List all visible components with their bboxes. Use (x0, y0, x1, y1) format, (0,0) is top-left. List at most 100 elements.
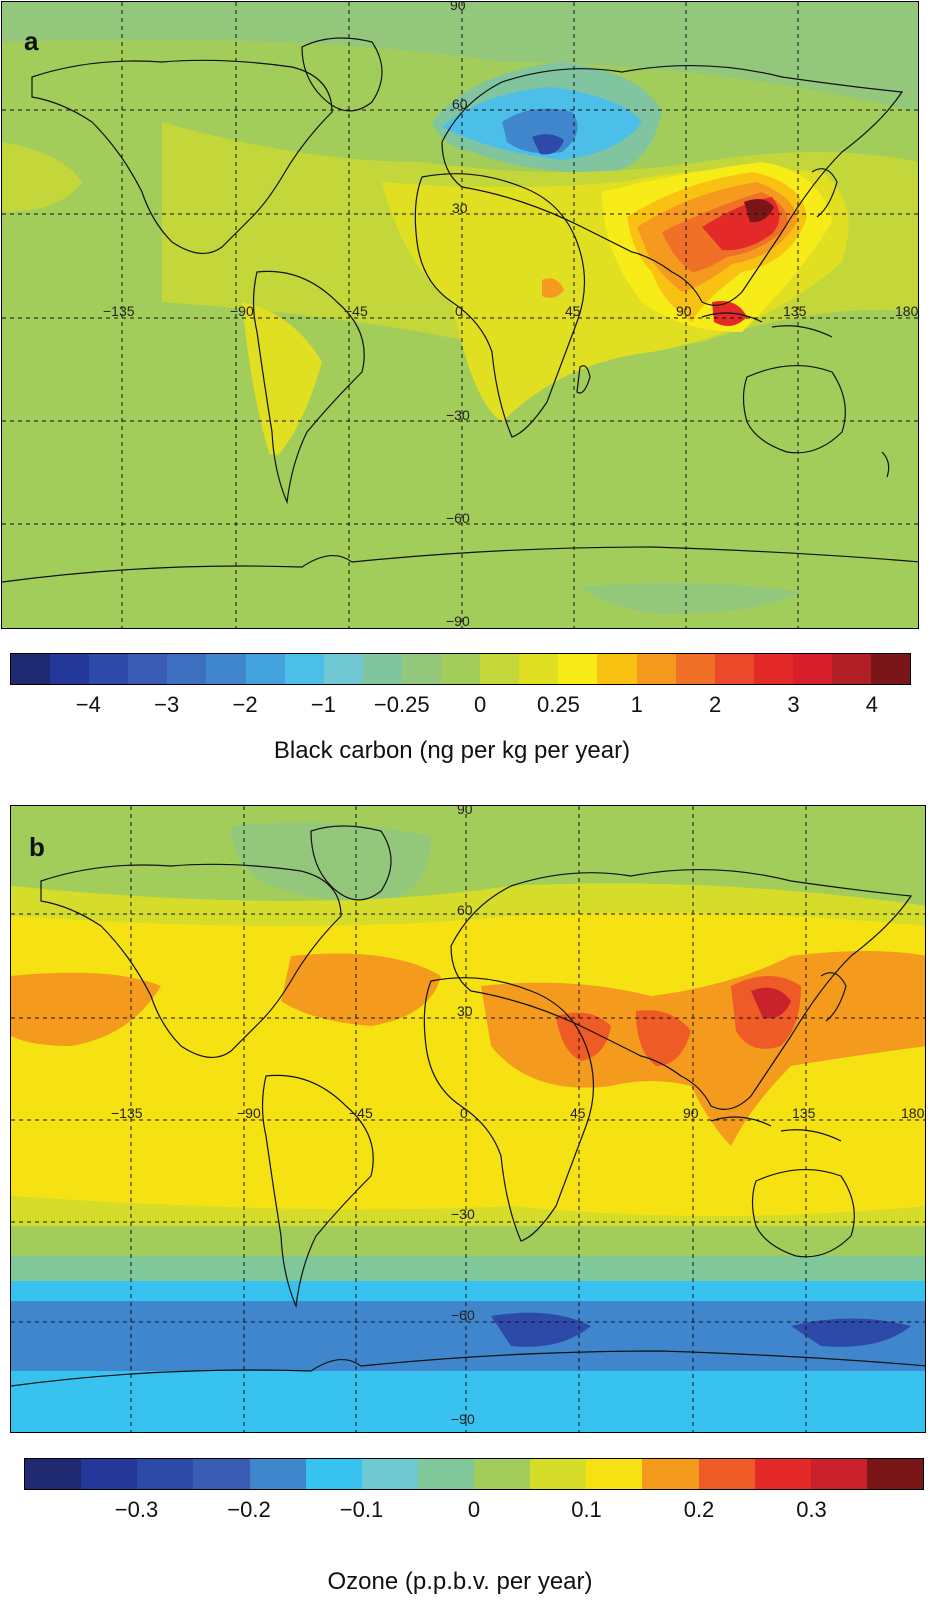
panel-letter-b: b (29, 832, 45, 862)
graticule (11, 806, 925, 1432)
lon-label-45: 45 (565, 303, 581, 319)
panel-letter-a: a (24, 26, 39, 56)
colorbar-tick-label: −1 (310, 692, 336, 717)
colorbar-swatch (81, 1459, 138, 1489)
black-carbon-colorbar (10, 653, 911, 685)
coastlines (11, 825, 925, 1387)
contour-china-darkred (751, 987, 791, 1019)
colorbar-swatch (480, 654, 520, 684)
lat-label-30: 30 (452, 200, 468, 216)
colorbar-swatch (50, 654, 90, 684)
coastlines (2, 37, 918, 583)
contour-south-america-yellow (242, 302, 322, 462)
colorbar-swatch (810, 1459, 867, 1489)
colorbar-tick-label: −0.25 (373, 692, 430, 717)
colorbar-swatch (871, 654, 911, 684)
lon-label-135: 135 (792, 1105, 816, 1121)
lat-label-60: 60 (452, 96, 468, 112)
lat-label-minus60: −60 (446, 510, 470, 526)
colorbar-swatch (128, 654, 168, 684)
colorbar-tick-label: 0.1 (571, 1497, 602, 1522)
lon-label-45: 45 (570, 1105, 586, 1121)
colorbar-tick-label: 4 (865, 692, 878, 717)
contour-pacific-yellowgreen (2, 142, 82, 212)
colorbar-swatch (167, 654, 207, 684)
lon-label-minus90: −90 (237, 1105, 261, 1121)
contour-southern-ocean (2, 432, 918, 628)
contour-africa-orange-spot (542, 278, 564, 298)
colorbar-swatch (362, 654, 402, 684)
contour-atlantic-orange (281, 953, 441, 1026)
contour-india-red (636, 1010, 691, 1066)
colorbar-swatch (25, 1459, 82, 1489)
colorbar-tick-label: 3 (787, 692, 800, 717)
lat-label-minus90: −90 (446, 613, 470, 629)
colorbar-swatch (323, 654, 363, 684)
lat-label-90: 90 (457, 806, 473, 817)
colorbar-tick-label: −0.1 (339, 1497, 384, 1522)
colorbar-swatch (401, 654, 442, 684)
colorbar-tick-label: −4 (75, 692, 101, 717)
contour-southern-blue (11, 1301, 925, 1376)
contour-arctic (2, 2, 918, 112)
colorbar-swatch (474, 1459, 531, 1489)
colorbar-swatch (698, 1459, 755, 1489)
contour-greenland-teal (231, 822, 431, 902)
colorbar-swatch (137, 1459, 194, 1489)
lon-label-180: 180 (901, 1105, 925, 1121)
colorbar-swatch (586, 1459, 643, 1489)
ozone-map-plot: 90 60 30 −30 −60 −90 −135 −90 −45 0 45 9… (11, 806, 925, 1432)
colorbar-swatch (441, 654, 481, 684)
lat-label-minus30: −30 (451, 1206, 475, 1222)
lat-label-minus90: −90 (451, 1411, 475, 1427)
lon-label-180: 180 (895, 303, 919, 319)
colorbar-tick-label: 0.3 (796, 1497, 827, 1522)
colorbar-swatch (831, 654, 872, 684)
contour-eurasia-darkblue (532, 134, 564, 155)
lon-label-minus90: −90 (230, 303, 254, 319)
colorbar-swatch (193, 1459, 250, 1489)
contour-antarctic-lightblue (11, 1371, 925, 1432)
colorbar-swatch (361, 1459, 418, 1489)
colorbar-tick-label: 0 (467, 1497, 481, 1522)
contour-north-atlantic (2, 40, 422, 120)
lat-label-minus30: −30 (446, 407, 470, 423)
lon-label-minus45: −45 (349, 1105, 373, 1121)
contour-pacific-orange (11, 972, 161, 1046)
colorbar-tick-label: 0 (473, 692, 487, 717)
colorbar-tick-label: 2 (709, 692, 722, 717)
graticule (2, 2, 918, 628)
colorbar-swatch (417, 1459, 474, 1489)
colorbar-swatch (530, 1459, 587, 1489)
lat-label-90: 90 (450, 2, 466, 13)
lon-label-0: 0 (455, 303, 463, 319)
colorbar-swatch (305, 1459, 362, 1489)
black-carbon-map-plot: 90 60 30 −30 −60 −90 −135 −90 −45 0 45 9… (2, 2, 919, 629)
colorbar-tick-label: 1 (630, 692, 643, 717)
colorbar-swatch (792, 654, 832, 684)
contour-south-teal (11, 1256, 925, 1286)
contour-south-lightblue (11, 1281, 925, 1306)
contour-southern-darkblue-2 (791, 1318, 911, 1347)
colorbar-swatch (714, 654, 754, 684)
colorbar-tick-label: −0.2 (227, 1497, 271, 1522)
contour-east-asia-darkred (744, 198, 774, 223)
colorbar-swatch (753, 654, 793, 684)
lon-label-90: 90 (676, 303, 692, 319)
colorbar-swatch (284, 654, 324, 684)
lat-label-60: 60 (457, 902, 473, 918)
colorbar-swatch (597, 654, 637, 684)
lon-label-minus135: −135 (103, 303, 135, 319)
colorbar-swatch (245, 654, 285, 684)
lon-label-minus135: −135 (111, 1105, 143, 1121)
colorbar-swatch (675, 654, 715, 684)
ozone-colorbar-title: Ozone (p.p.b.v. per year) (327, 1568, 593, 1595)
colorbar-tick-label: −3 (154, 692, 180, 717)
colorbar-tick-label: −2 (232, 692, 258, 717)
ozone-colorbar (24, 1458, 924, 1490)
contour-southern-darkblue-1 (491, 1312, 591, 1347)
contour-antarctic-teal (582, 583, 802, 614)
lat-label-minus60: −60 (451, 1307, 475, 1323)
colorbar-swatch (754, 1459, 811, 1489)
colorbar-swatch (206, 654, 246, 684)
